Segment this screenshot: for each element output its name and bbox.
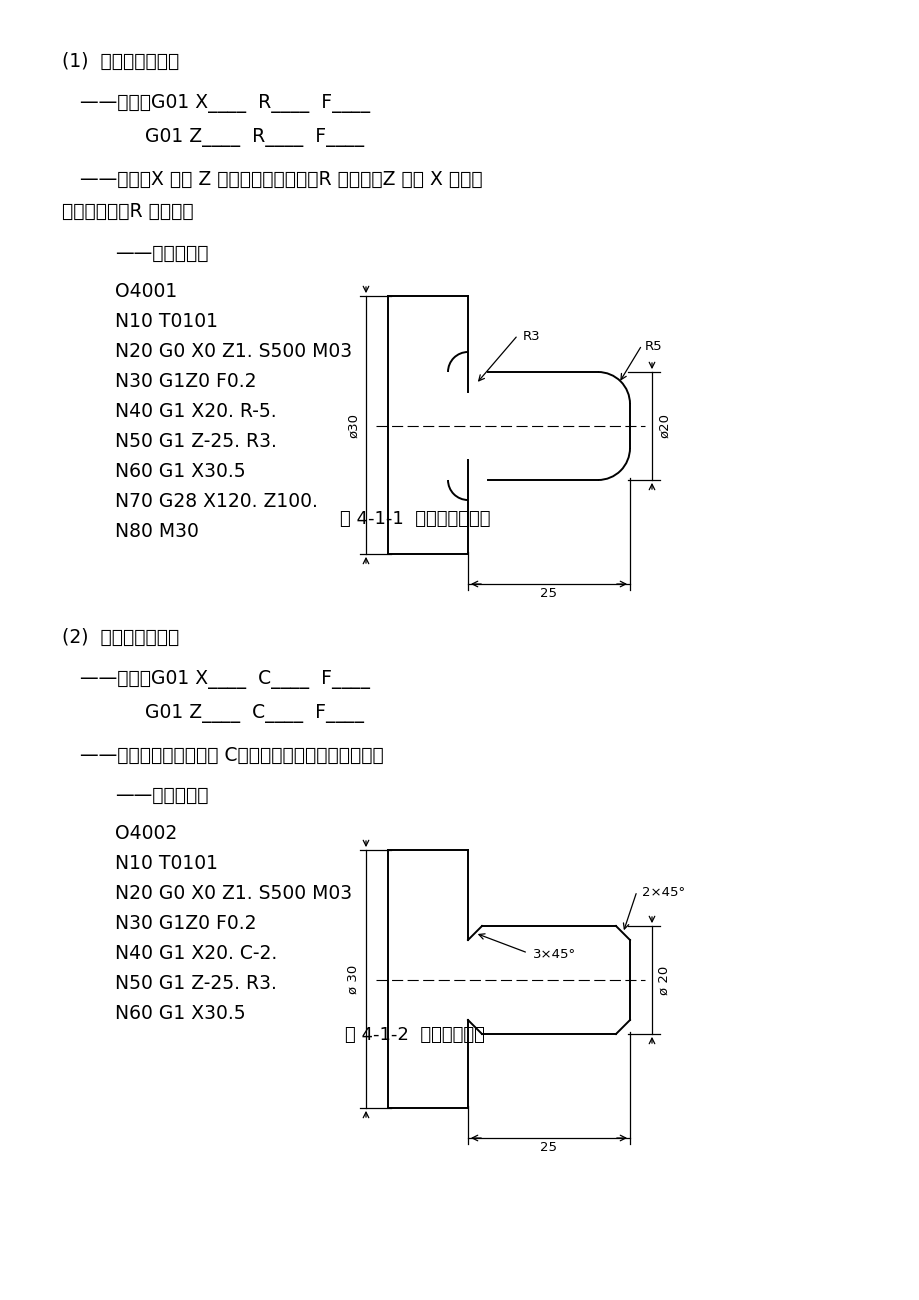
Text: N20 G0 X0 Z1. S500 M03: N20 G0 X0 Z1. S500 M03 <box>115 342 352 361</box>
Text: R5: R5 <box>644 341 662 354</box>
Text: R3: R3 <box>522 330 540 343</box>
Text: ø 30: ø 30 <box>346 965 359 993</box>
Text: ——程式：G01 X____  C____  F____: ——程式：G01 X____ C____ F____ <box>80 670 369 689</box>
Text: N30 G1Z0 F0.2: N30 G1Z0 F0.2 <box>115 372 256 391</box>
Text: 2×45°: 2×45° <box>641 887 685 900</box>
Text: N50 G1 Z-25. R3.: N50 G1 Z-25. R3. <box>115 974 277 993</box>
Text: G01 Z____  R____  F____: G01 Z____ R____ F____ <box>145 127 364 147</box>
Text: N10 T0101: N10 T0101 <box>115 854 218 874</box>
Text: 图 4-1-2  直角自动过渡: 图 4-1-2 直角自动过渡 <box>345 1026 484 1044</box>
Text: G01 Z____  C____  F____: G01 Z____ C____ F____ <box>145 705 364 723</box>
Text: ——说明：倒直角用指令 C，其符号设置规则同倒圆角。: ——说明：倒直角用指令 C，其符号设置规则同倒圆角。 <box>80 746 383 764</box>
Text: N60 G1 X30.5: N60 G1 X30.5 <box>115 1004 245 1023</box>
Text: N30 G1Z0 F0.2: N30 G1Z0 F0.2 <box>115 914 256 933</box>
Text: ——说明：X 轴向 Z 轴过渡倒圆（凸弧）R 值为负，Z 轴向 X 轴过渡: ——说明：X 轴向 Z 轴过渡倒圆（凸弧）R 值为负，Z 轴向 X 轴过渡 <box>80 170 482 188</box>
Text: O4002: O4002 <box>115 824 177 842</box>
Text: N70 G28 X120. Z100.: N70 G28 X120. Z100. <box>115 491 318 511</box>
Text: N60 G1 X30.5: N60 G1 X30.5 <box>115 462 245 481</box>
Text: O4001: O4001 <box>115 282 177 302</box>
Text: ——程序示例：: ——程序示例： <box>115 244 209 263</box>
Text: 图 4-1-1  圆角自动过渡过: 图 4-1-1 圆角自动过渡过 <box>339 510 490 528</box>
Text: ——程序示例：: ——程序示例： <box>115 786 209 805</box>
Text: 3×45°: 3×45° <box>532 948 575 961</box>
Text: N50 G1 Z-25. R3.: N50 G1 Z-25. R3. <box>115 432 277 451</box>
Text: ø30: ø30 <box>346 412 359 438</box>
Text: (2)  直角自动过渡：: (2) 直角自动过渡： <box>62 628 179 647</box>
Text: N20 G0 X0 Z1. S500 M03: N20 G0 X0 Z1. S500 M03 <box>115 884 352 904</box>
Text: N40 G1 X20. R-5.: N40 G1 X20. R-5. <box>115 402 277 421</box>
Text: N40 G1 X20. C-2.: N40 G1 X20. C-2. <box>115 944 277 963</box>
Text: 25: 25 <box>540 1141 557 1154</box>
Text: ø20: ø20 <box>657 413 670 438</box>
Text: 倒圆（凹弧）R 值为正。: 倒圆（凹弧）R 值为正。 <box>62 202 193 221</box>
Text: ø 20: ø 20 <box>657 966 670 994</box>
Text: 25: 25 <box>540 588 557 601</box>
Text: (1)  圆角自动过渡：: (1) 圆角自动过渡： <box>62 52 179 72</box>
Text: N80 M30: N80 M30 <box>115 523 199 541</box>
Text: N10 T0101: N10 T0101 <box>115 312 218 332</box>
Text: ——格式：G01 X____  R____  F____: ——格式：G01 X____ R____ F____ <box>80 94 369 113</box>
